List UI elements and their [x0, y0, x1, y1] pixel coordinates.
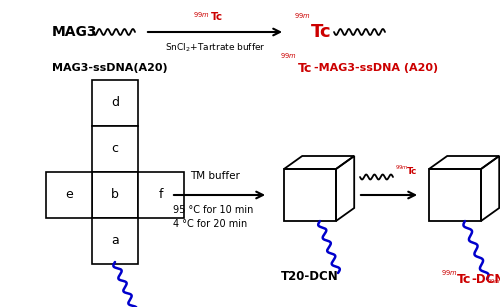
- Bar: [92, 172, 138, 218]
- Text: MAG3: MAG3: [52, 25, 98, 39]
- Text: $^{99m}$: $^{99m}$: [193, 12, 210, 22]
- Text: $^{99m}$: $^{99m}$: [487, 279, 500, 288]
- Bar: [46, 172, 92, 218]
- Text: Tc: Tc: [457, 273, 471, 286]
- Text: Tc: Tc: [311, 23, 332, 41]
- Text: Tc: Tc: [211, 12, 223, 22]
- Text: TM buffer: TM buffer: [190, 171, 240, 181]
- Text: -MAG3-ssDNA (A20): -MAG3-ssDNA (A20): [314, 63, 438, 73]
- Text: f: f: [159, 188, 163, 201]
- Text: b: b: [111, 188, 119, 201]
- Text: -DCN: -DCN: [471, 273, 500, 286]
- Text: Tc: Tc: [298, 61, 312, 75]
- Bar: [92, 126, 138, 172]
- Text: $^{99m}$: $^{99m}$: [441, 270, 458, 280]
- Text: c: c: [112, 142, 118, 156]
- Text: $^{99m}$: $^{99m}$: [395, 164, 408, 173]
- Text: a: a: [111, 235, 119, 247]
- Bar: [92, 80, 138, 126]
- Text: Tc: Tc: [407, 167, 418, 176]
- Text: SnCl$_2$+Tartrate buffer: SnCl$_2$+Tartrate buffer: [164, 42, 266, 55]
- Text: 4 °C for 20 min: 4 °C for 20 min: [173, 219, 247, 229]
- Text: $^{99m}$: $^{99m}$: [280, 53, 296, 63]
- Bar: [92, 218, 138, 264]
- Bar: [138, 172, 184, 218]
- Text: $^{99m}$: $^{99m}$: [294, 13, 310, 23]
- Text: 95 °C for 10 min: 95 °C for 10 min: [173, 205, 254, 215]
- Text: d: d: [111, 96, 119, 110]
- Text: MAG3-ssDNA(A20): MAG3-ssDNA(A20): [52, 63, 168, 73]
- Text: e: e: [65, 188, 73, 201]
- Text: T20-DCN: T20-DCN: [281, 270, 339, 283]
